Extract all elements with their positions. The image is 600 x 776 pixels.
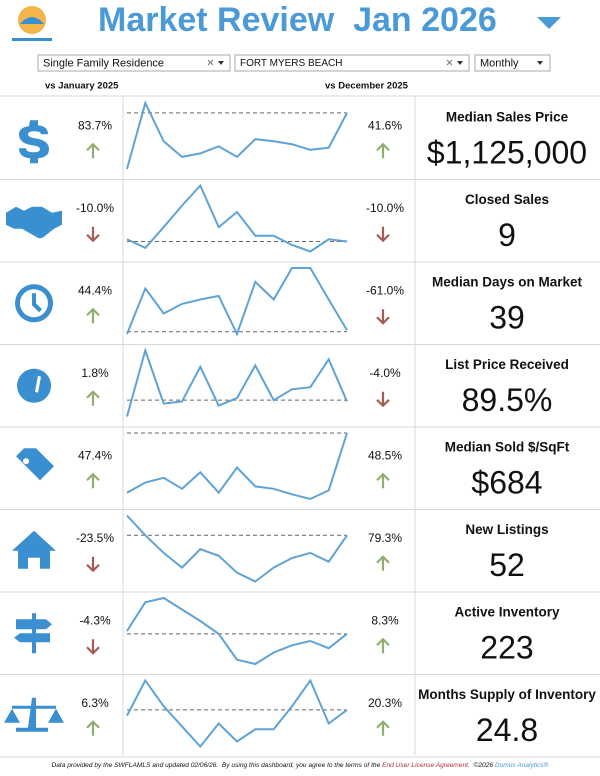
- arrow-up: [86, 390, 100, 406]
- metric-value: 52: [489, 547, 525, 583]
- filter-text: Monthly: [480, 57, 519, 69]
- filter-text: Single Family Residence: [43, 57, 164, 69]
- footer-brand: Domus Analytics®: [495, 761, 549, 769]
- metric-name: List Price Received: [445, 357, 569, 372]
- metric-icon: [4, 697, 64, 732]
- arrow-up: [86, 307, 100, 324]
- metric-icon: [15, 284, 54, 323]
- arrow-up: [376, 637, 390, 654]
- metric-value: 89.5%: [462, 382, 553, 418]
- metric-icon: [14, 613, 52, 654]
- yoy-change: 1.8%: [81, 366, 109, 380]
- metric-value: $684: [471, 464, 542, 500]
- metric-name: Median Days on Market: [432, 275, 583, 290]
- arrow-up: [376, 720, 390, 736]
- trend-line: [126, 183, 348, 253]
- metric-value: $1,125,000: [427, 134, 587, 170]
- metric-value: 9: [498, 217, 516, 253]
- metric-value: 223: [480, 629, 533, 665]
- metric-name: Closed Sales: [465, 192, 549, 207]
- filter-period[interactable]: Monthly: [474, 54, 551, 72]
- yoy-change: -10.0%: [76, 201, 114, 215]
- footer-text: Data provided by the SWFLAMLS and update…: [51, 762, 382, 769]
- trend-line: [126, 100, 348, 170]
- metric-icon: [16, 448, 54, 481]
- metric-icon: [19, 120, 49, 164]
- title-dropdown[interactable]: [537, 17, 561, 29]
- mom-change: 20.3%: [368, 696, 402, 710]
- trend-line: [126, 267, 348, 337]
- filter-area[interactable]: FORT MYERS BEACH: [234, 54, 470, 72]
- trend-line: [126, 432, 348, 501]
- mom-change: 79.3%: [368, 531, 402, 545]
- compare-right: vs December 2025: [325, 81, 409, 92]
- arrow-down: [86, 226, 100, 243]
- arrow-up: [376, 142, 390, 159]
- metric-name: Median Sales Price: [446, 110, 569, 125]
- arrow-down: [376, 226, 390, 243]
- trend-line: [126, 596, 348, 666]
- metric-value: 39: [489, 299, 525, 335]
- metric-name: New Listings: [465, 522, 548, 537]
- trend-line: [126, 514, 348, 583]
- mom-change: 48.5%: [368, 448, 402, 462]
- compare-left: vs January 2025: [45, 81, 119, 92]
- arrow-up: [376, 555, 390, 571]
- arrow-up: [376, 472, 390, 489]
- metric-name: Active Inventory: [454, 605, 560, 620]
- title: Market Review Jan 2026: [98, 1, 497, 39]
- yoy-change: -4.3%: [79, 613, 111, 627]
- metric-value: 24.8: [476, 712, 538, 748]
- yoy-change: 44.4%: [78, 283, 112, 297]
- metric-rows: 83.7% 41.6% Median Sales Price $1,125,000 -1…: [0, 100, 600, 758]
- metric-icon: [12, 530, 56, 569]
- arrow-down: [376, 309, 390, 325]
- arrow-up: [86, 472, 100, 489]
- yoy-change: 6.3%: [81, 696, 109, 710]
- metric-icon: [6, 206, 62, 239]
- footer-link[interactable]: End User License Agreement.: [382, 762, 470, 769]
- footer-text: ©2026: [470, 761, 495, 769]
- mom-change: -10.0%: [366, 201, 404, 215]
- trend-line: [126, 347, 348, 417]
- mom-change: 8.3%: [371, 613, 399, 627]
- metric-name: Median Sold $/SqFt: [445, 440, 570, 455]
- metric-name: Months Supply of Inventory: [418, 687, 596, 702]
- arrow-down: [86, 639, 100, 655]
- metric-icon: [17, 368, 52, 403]
- yoy-change: 83.7%: [78, 118, 112, 132]
- arrow-down: [376, 391, 390, 408]
- trend-line: [126, 678, 348, 749]
- yoy-change: -23.5%: [76, 531, 114, 545]
- mom-change: -4.0%: [369, 366, 401, 380]
- footer: Data provided by the SWFLAMLS and update…: [51, 761, 548, 769]
- filter-text: FORT MYERS BEACH: [240, 58, 342, 69]
- yoy-change: 47.4%: [78, 448, 112, 462]
- arrow-up: [86, 142, 100, 159]
- mom-change: 41.6%: [368, 118, 402, 132]
- arrow-up: [86, 720, 100, 736]
- arrow-down: [86, 556, 100, 573]
- mom-change: -61.0%: [366, 283, 404, 297]
- logo: [12, 6, 52, 41]
- filter-single-family[interactable]: Single Family Residence: [37, 54, 231, 72]
